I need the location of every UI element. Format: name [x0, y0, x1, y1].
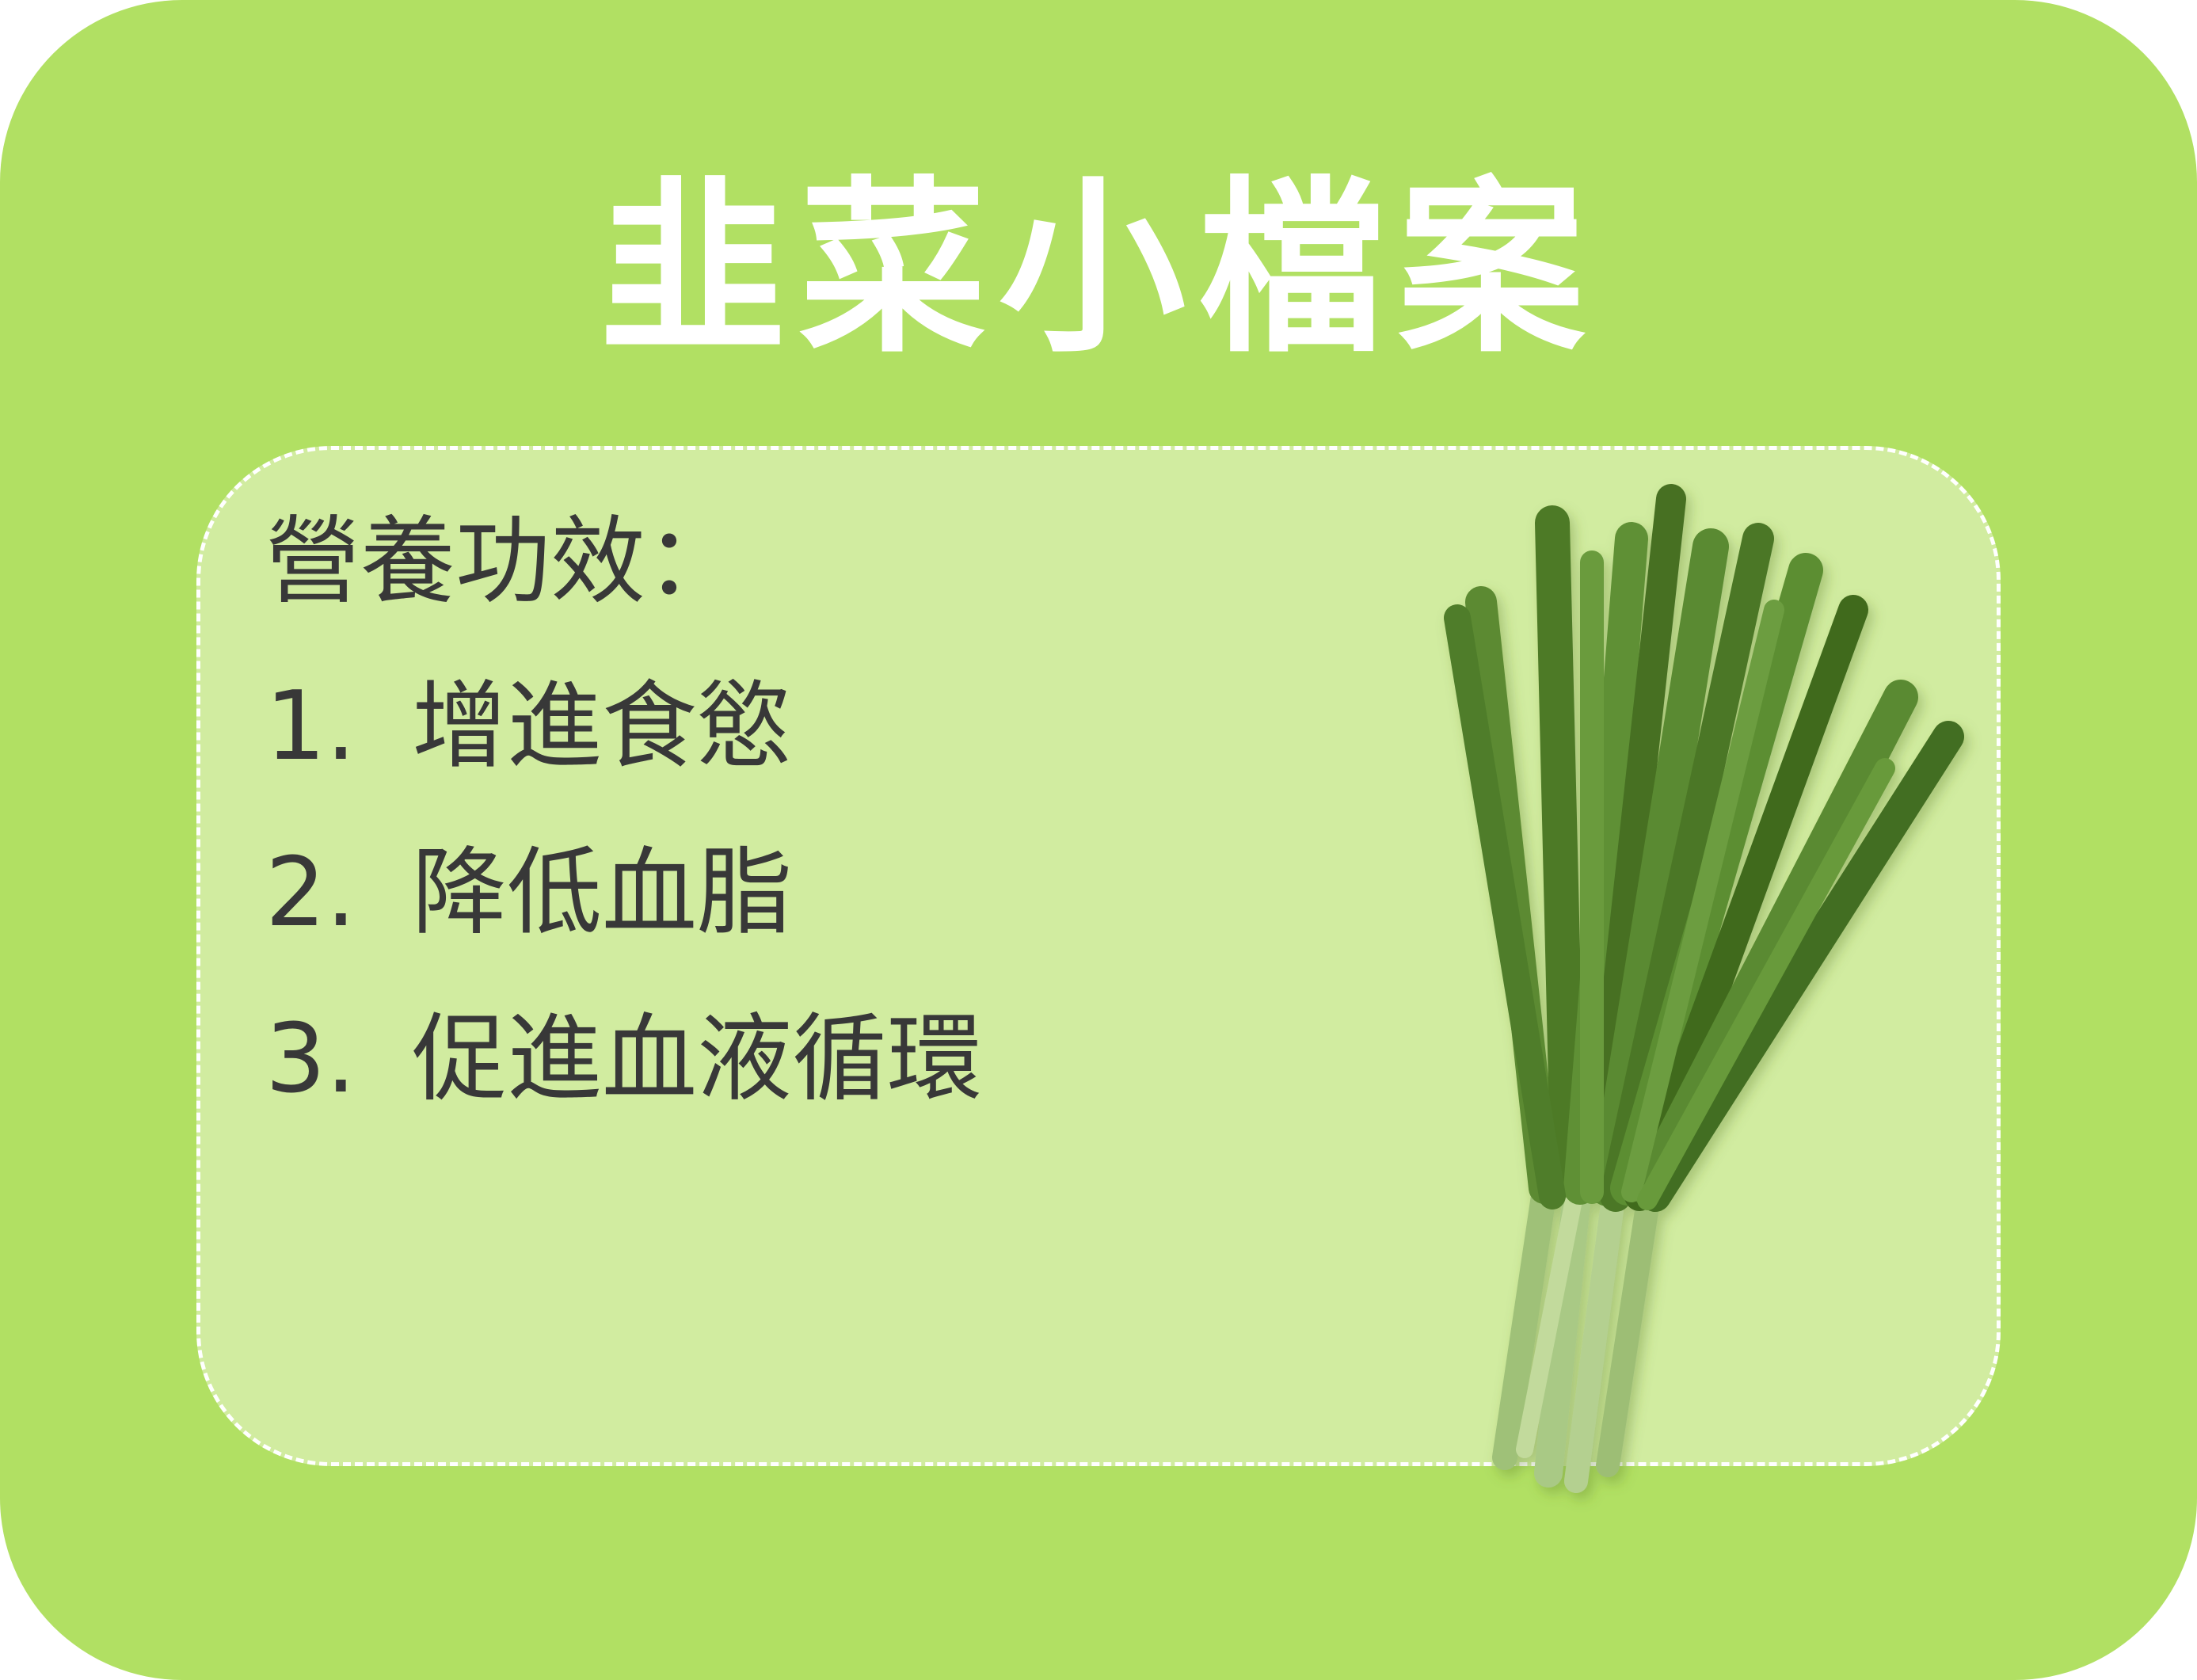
- benefit-item-2: 2. 降低血脂: [265, 830, 792, 957]
- benefit-item-3: 3. 促進血液循環: [265, 996, 982, 1123]
- section-heading: 營養功效：: [265, 499, 741, 626]
- page-title: 韭菜小檔案: [0, 150, 2197, 388]
- benefit-item-1: 1. 增進食慾: [265, 664, 792, 790]
- benefit-text: 降低血脂: [412, 838, 792, 948]
- benefit-number: 2.: [265, 830, 412, 957]
- chives-icon: [1410, 451, 2012, 1529]
- benefit-text: 促進血液循環: [412, 1004, 982, 1114]
- benefit-text: 增進食慾: [412, 672, 792, 782]
- benefit-number: 1.: [265, 664, 412, 790]
- benefit-number: 3.: [265, 996, 412, 1123]
